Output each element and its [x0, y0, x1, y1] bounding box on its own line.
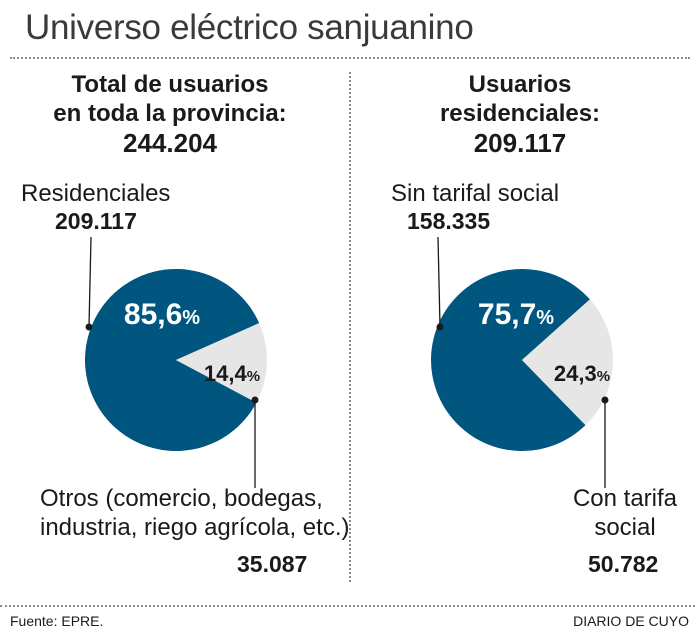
- left-major-label: Residenciales: [21, 180, 171, 207]
- pie-2-minor-percent-unit: %: [597, 368, 610, 385]
- pie-2-slice-major: [431, 268, 590, 451]
- footer-divider: [0, 605, 695, 607]
- pie-1-slice-major: [85, 269, 260, 452]
- pie-2-major-leader-dot: [436, 323, 444, 331]
- pie-1-minor-leader-dot: [251, 396, 259, 404]
- pie-1-minor-percent-unit: %: [247, 368, 260, 385]
- pie-2-major-percent-unit: %: [536, 307, 554, 329]
- pie-2-major-percent: 75,7%: [478, 298, 554, 331]
- left-minor-label: Otros (comercio, bodegas, industria, rie…: [40, 484, 349, 542]
- left-panel-total: 244.204: [123, 128, 217, 158]
- right-minor-label-line-2: social: [594, 514, 656, 541]
- panel-divider: [349, 72, 351, 582]
- left-minor-label-line-2: industria, riego agrícola, etc.): [40, 514, 350, 541]
- right-minor-label-line-1: Con tarifa: [572, 485, 678, 512]
- pie-2-slice-minor: [522, 299, 613, 426]
- left-minor-label-line-1: Otros (comercio, bodegas,: [40, 485, 323, 512]
- right-panel-heading: Usuarios residenciales:: [370, 70, 670, 128]
- pie-1-major-leader: [88, 236, 92, 328]
- left-panel-heading: Total de usuarios en toda la provincia:: [20, 70, 320, 128]
- right-heading-line-1: Usuarios: [468, 71, 572, 98]
- pie-1-slice-minor: [176, 323, 267, 403]
- pie-2-major-leader: [437, 236, 441, 328]
- right-minor-count: 50.782: [588, 551, 659, 577]
- publisher-credit: DIARIO DE CUYO: [573, 613, 689, 629]
- left-minor-count: 35.087: [237, 551, 308, 577]
- right-panel-total: 209.117: [473, 128, 567, 158]
- pie-1-minor-percent: 14,4%: [204, 361, 260, 386]
- source-note: Fuente: EPRE.: [10, 613, 104, 629]
- left-heading-line-2: en toda la provincia:: [53, 100, 287, 127]
- left-heading-line-1: Total de usuarios: [71, 71, 269, 98]
- title-divider: [10, 57, 690, 59]
- right-minor-label: Con tarifa social: [560, 484, 690, 542]
- right-heading-line-2: residenciales:: [439, 100, 601, 127]
- right-major-count: 158.335: [407, 208, 491, 234]
- pie-2-minor-leader-dot: [601, 396, 609, 404]
- pie-1-major-percent-unit: %: [182, 307, 200, 329]
- page-title: Universo eléctrico sanjuanino: [25, 8, 474, 47]
- left-major-count: 209.117: [55, 208, 137, 234]
- right-major-label: Sin tarifal social: [391, 180, 560, 207]
- pie-1-major-leader-dot: [85, 323, 93, 331]
